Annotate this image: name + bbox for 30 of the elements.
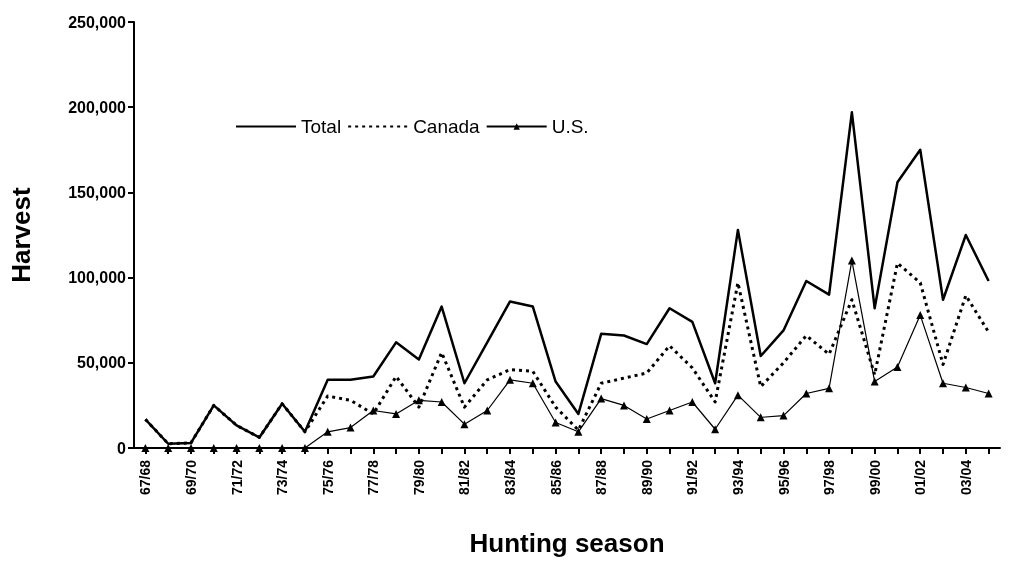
x-tick-label: 71/72 — [228, 459, 245, 496]
x-tick-label: 67/68 — [137, 459, 154, 496]
x-tick-label: 69/70 — [182, 459, 199, 496]
x-tick-label: 87/88 — [593, 459, 610, 496]
y-tick-label: 250,000 — [68, 13, 127, 31]
legend-label: Total — [301, 116, 342, 137]
y-tick-label: 50,000 — [77, 354, 127, 372]
x-tick-label: 89/90 — [638, 459, 655, 496]
y-tick-label: 0 — [117, 439, 127, 457]
x-axis-title: Hunting season — [469, 528, 665, 558]
x-tick-label: 81/82 — [456, 459, 473, 496]
x-tick-label: 95/96 — [775, 459, 792, 496]
x-tick-label: 79/80 — [410, 459, 427, 496]
x-tick-label: 75/76 — [319, 459, 336, 496]
y-tick-label: 200,000 — [68, 98, 127, 116]
x-tick-label: 01/02 — [912, 459, 929, 496]
y-tick-label: 150,000 — [68, 183, 127, 201]
x-tick-label: 77/78 — [365, 459, 382, 496]
x-tick-label: 93/94 — [729, 459, 746, 496]
x-tick-label: 91/92 — [684, 459, 701, 496]
x-tick-label: 73/74 — [274, 459, 291, 496]
y-axis-title: Harvest — [6, 186, 36, 283]
legend-label: Canada — [413, 116, 481, 137]
legend-label: U.S. — [551, 116, 589, 137]
y-tick-label: 100,000 — [68, 269, 127, 287]
x-tick-label: 85/86 — [547, 459, 564, 496]
x-tick-label: 97/98 — [821, 459, 838, 496]
x-tick-label: 99/00 — [866, 459, 883, 496]
x-tick-label: 83/84 — [502, 459, 519, 496]
x-tick-label: 03/04 — [957, 459, 974, 496]
